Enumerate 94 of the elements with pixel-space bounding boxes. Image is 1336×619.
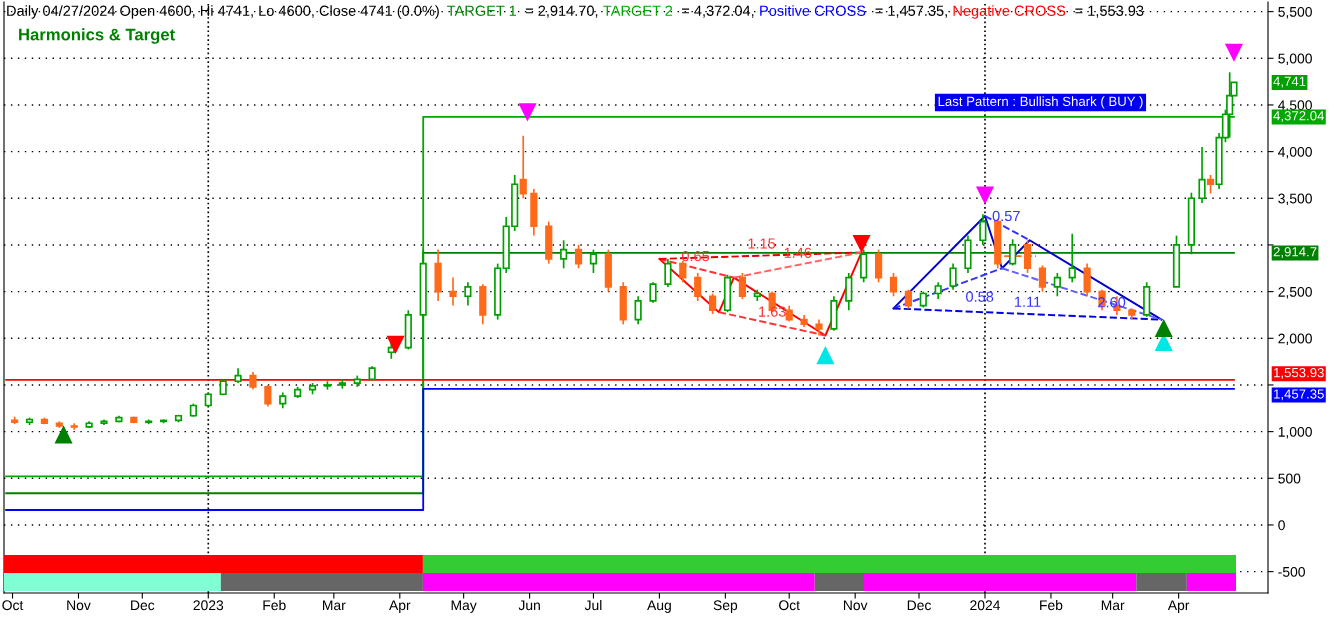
candlestick xyxy=(464,281,472,307)
y-tick-label: -500 xyxy=(1278,566,1305,577)
text: TARGET 2 xyxy=(603,5,673,16)
annotation: Harmonics & Target xyxy=(19,28,175,44)
annotation: = 1,553.93 xyxy=(1075,5,1144,18)
annotation: 1.11 xyxy=(1015,296,1041,307)
text: 1,457.35 xyxy=(1274,389,1324,401)
point xyxy=(852,234,871,254)
y-tick-label: 500 xyxy=(1278,473,1301,484)
candlestick xyxy=(738,272,746,300)
candlestick xyxy=(889,272,898,298)
y-tick-label: 4,000 xyxy=(1278,146,1312,159)
point xyxy=(975,186,995,205)
annotation: 1.46 xyxy=(784,247,812,258)
candlestick xyxy=(904,288,912,310)
y-tick-label: 0 xyxy=(1278,520,1285,531)
point xyxy=(1154,318,1173,338)
candlestick xyxy=(264,384,272,408)
annotation: 0.58 xyxy=(966,291,994,302)
x-tick-label: Mar xyxy=(323,600,346,611)
point xyxy=(1224,43,1244,62)
x-tick-label: Dec xyxy=(907,600,931,611)
y-tick-label: 4,500 xyxy=(1278,100,1312,112)
x-tick-label: Oct xyxy=(2,600,24,611)
text: Positive CROSS xyxy=(760,5,866,16)
annotation: = 2,914.70, xyxy=(525,5,598,18)
candlestick xyxy=(519,134,527,200)
x-tick-label: Jun xyxy=(518,600,540,611)
y-tick-label: 3,500 xyxy=(1278,193,1312,206)
candlestick xyxy=(1206,174,1215,195)
text: 1,553.93 xyxy=(1274,367,1324,379)
candlestick xyxy=(694,272,702,302)
y-tick-label: 1,000 xyxy=(1278,426,1312,439)
candlestick xyxy=(1053,272,1061,298)
candlestick xyxy=(1198,146,1206,204)
bar xyxy=(4,555,423,573)
text: Negative CROSS xyxy=(953,5,1066,19)
text: 4,372.04 xyxy=(1273,111,1325,122)
x-tick-label: Sep xyxy=(713,600,738,613)
candlestick xyxy=(709,292,717,315)
x-tick-label: Apr xyxy=(389,600,411,613)
text: 2,914.7 xyxy=(1273,247,1317,259)
candlestick xyxy=(1038,264,1047,293)
x-tick-label: Apr xyxy=(1167,600,1190,613)
text: TARGET 1 xyxy=(447,5,517,16)
point xyxy=(816,346,835,365)
annotation: 1.63 xyxy=(759,306,786,317)
x-tick-label: 2024 xyxy=(970,600,1001,611)
x-tick-label: Dec xyxy=(131,600,155,611)
x-tick-label: Nov xyxy=(843,600,868,611)
x-tick-label: Oct xyxy=(779,600,800,611)
x-tick-label: 2023 xyxy=(193,600,224,611)
candlestick xyxy=(449,276,457,307)
candlestick xyxy=(634,295,642,326)
x-tick-label: Feb xyxy=(263,599,286,611)
candlestick xyxy=(649,281,657,304)
annotation: = 1,457.35, xyxy=(875,5,947,18)
candlestick xyxy=(560,239,568,270)
candlestick xyxy=(979,213,987,246)
candlestick xyxy=(589,248,598,274)
x-tick-label: May xyxy=(451,600,477,613)
bar xyxy=(422,573,815,591)
x-tick-label: Nov xyxy=(67,600,91,611)
candlestick xyxy=(1083,262,1091,298)
bar xyxy=(4,573,221,591)
candlestick xyxy=(1068,232,1076,284)
bar xyxy=(814,573,864,591)
annotation: = 4,372.04, xyxy=(682,5,754,18)
candlestick xyxy=(860,248,868,284)
x-tick-label: Aug xyxy=(647,600,671,613)
candlestick xyxy=(949,262,957,291)
annotation: 1.15 xyxy=(748,238,776,249)
candlestick xyxy=(1009,238,1017,267)
candlestick xyxy=(664,258,672,288)
chart-title: Daily 04/27/2024 Open 4600, Hi 4741, Lo 4600, Close 4741 (0.0%) xyxy=(7,5,439,19)
point xyxy=(54,425,73,444)
point xyxy=(386,335,405,354)
x-tick-label: Feb xyxy=(1040,599,1063,611)
point xyxy=(518,103,537,122)
y-tick-label: 5,000 xyxy=(1278,53,1312,66)
bar xyxy=(1136,573,1187,591)
bar xyxy=(863,573,1137,591)
candlestick xyxy=(874,248,883,284)
annotation: Last Pattern : Bullish Shark ( BUY ) xyxy=(938,96,1143,109)
x-tick-label: Mar xyxy=(1101,600,1125,611)
text: 4,741 xyxy=(1273,76,1306,88)
y-tick-label: 2,500 xyxy=(1278,286,1312,299)
y-tick-label: 2,000 xyxy=(1278,333,1312,346)
candlestick xyxy=(845,272,853,312)
x-tick-label: Jul xyxy=(584,599,602,611)
candlestick xyxy=(574,244,583,270)
annotation: 0.57 xyxy=(992,210,1020,222)
y-tick-label: 5,500 xyxy=(1278,6,1312,19)
bar xyxy=(1186,573,1237,591)
